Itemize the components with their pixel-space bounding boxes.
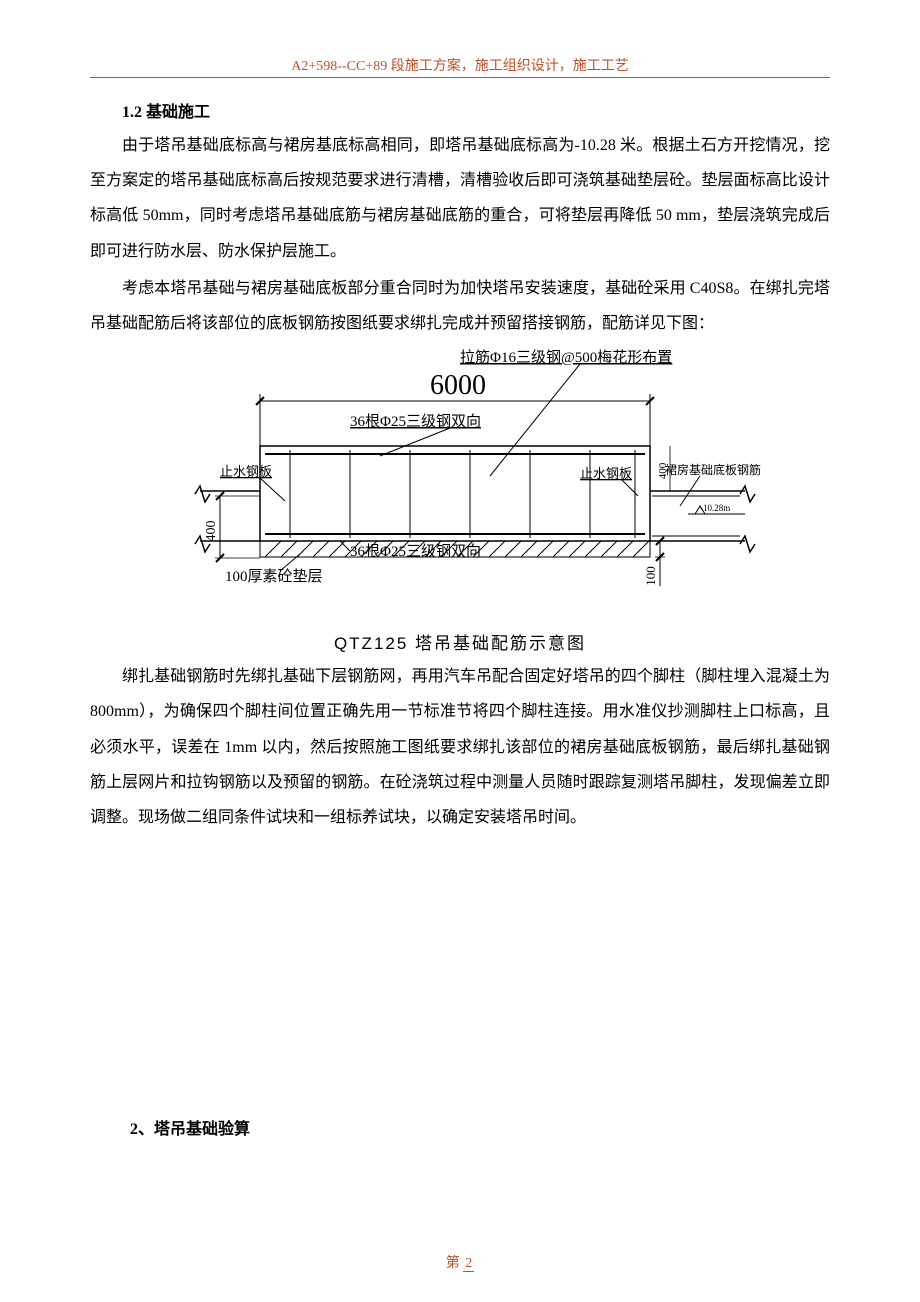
page-header: A2+598--CC+89 段施工方案，施工组织设计，施工工艺 [90, 55, 830, 78]
diagram-dim-right-bottom: 100 [643, 566, 658, 586]
para-1: 由于塔吊基础底标高与裙房基底标高相同，即塔吊基础底标高为-10.28 米。根据土… [90, 128, 830, 269]
diagram-caption: QTZ125 塔吊基础配筋示意图 [140, 629, 780, 654]
rebar-diagram: 拉筋Φ16三级钢@500梅花形布置 6000 36根Φ25三级钢双向 止水钢板 … [140, 346, 780, 654]
page-number: 2 [463, 1256, 474, 1272]
section-2-title: 2、塔吊基础验算 [90, 1115, 830, 1139]
diagram-lower-bar-label: 36根Φ25三级钢双向 [350, 543, 481, 560]
diagram-right-label-2: 裙房基础底板钢筋 [665, 462, 761, 477]
diagram-svg: 拉筋Φ16三级钢@500梅花形布置 6000 36根Φ25三级钢双向 止水钢板 … [140, 346, 780, 616]
diagram-dim-left: 400 [204, 521, 219, 542]
diagram-left-label-1: 止水钢板 [220, 464, 272, 479]
diagram-upper-bar-label: 36根Φ25三级钢双向 [350, 413, 481, 430]
diagram-elev-mark: -10.28m [700, 503, 730, 513]
section-1-2-title: 1.2 基础施工 [90, 98, 830, 122]
document-page: A2+598--CC+89 段施工方案，施工组织设计，施工工艺 1.2 基础施工… [0, 0, 920, 1302]
diagram-dim-right-top: 400 [657, 462, 669, 479]
diagram-cushion-label: 100厚素砼垫层 [225, 568, 323, 585]
footer-prefix: 第 [446, 1256, 464, 1271]
diagram-right-label-1: 止水钢板 [580, 466, 632, 481]
para-after-diagram: 绑扎基础钢筋时先绑扎基础下层钢筋网，再用汽车吊配合固定好塔吊的四个脚柱（脚柱埋入… [90, 659, 830, 835]
page-footer: 第 2 [0, 1252, 920, 1272]
diagram-top-label: 拉筋Φ16三级钢@500梅花形布置 [460, 349, 672, 366]
para-2: 考虑本塔吊基础与裙房基础底板部分重合同时为加快塔吊安装速度，基础砼采用 C40S… [90, 271, 830, 341]
diagram-width-value: 6000 [430, 370, 486, 401]
